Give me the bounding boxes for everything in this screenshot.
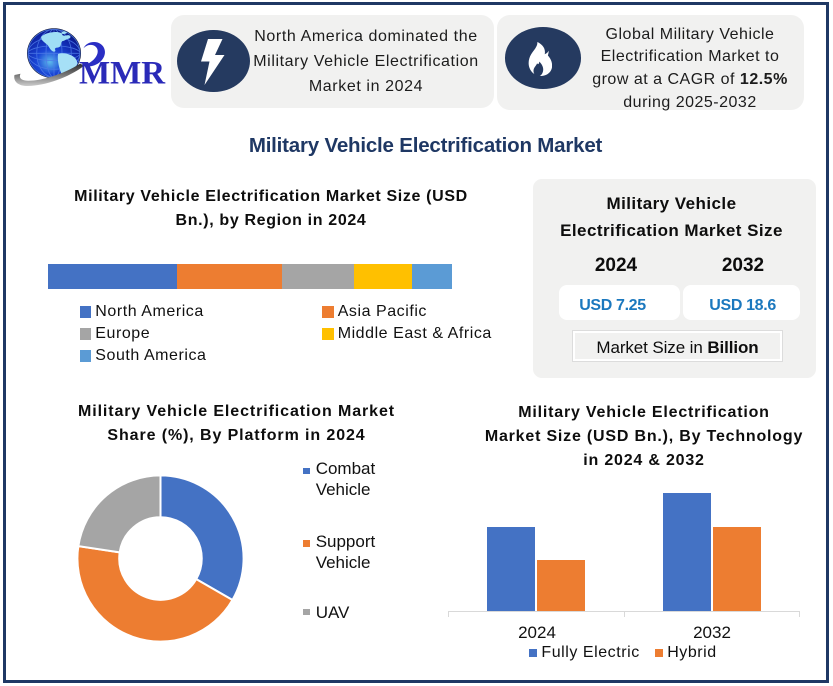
- svg-text:MMR: MMR: [79, 56, 166, 92]
